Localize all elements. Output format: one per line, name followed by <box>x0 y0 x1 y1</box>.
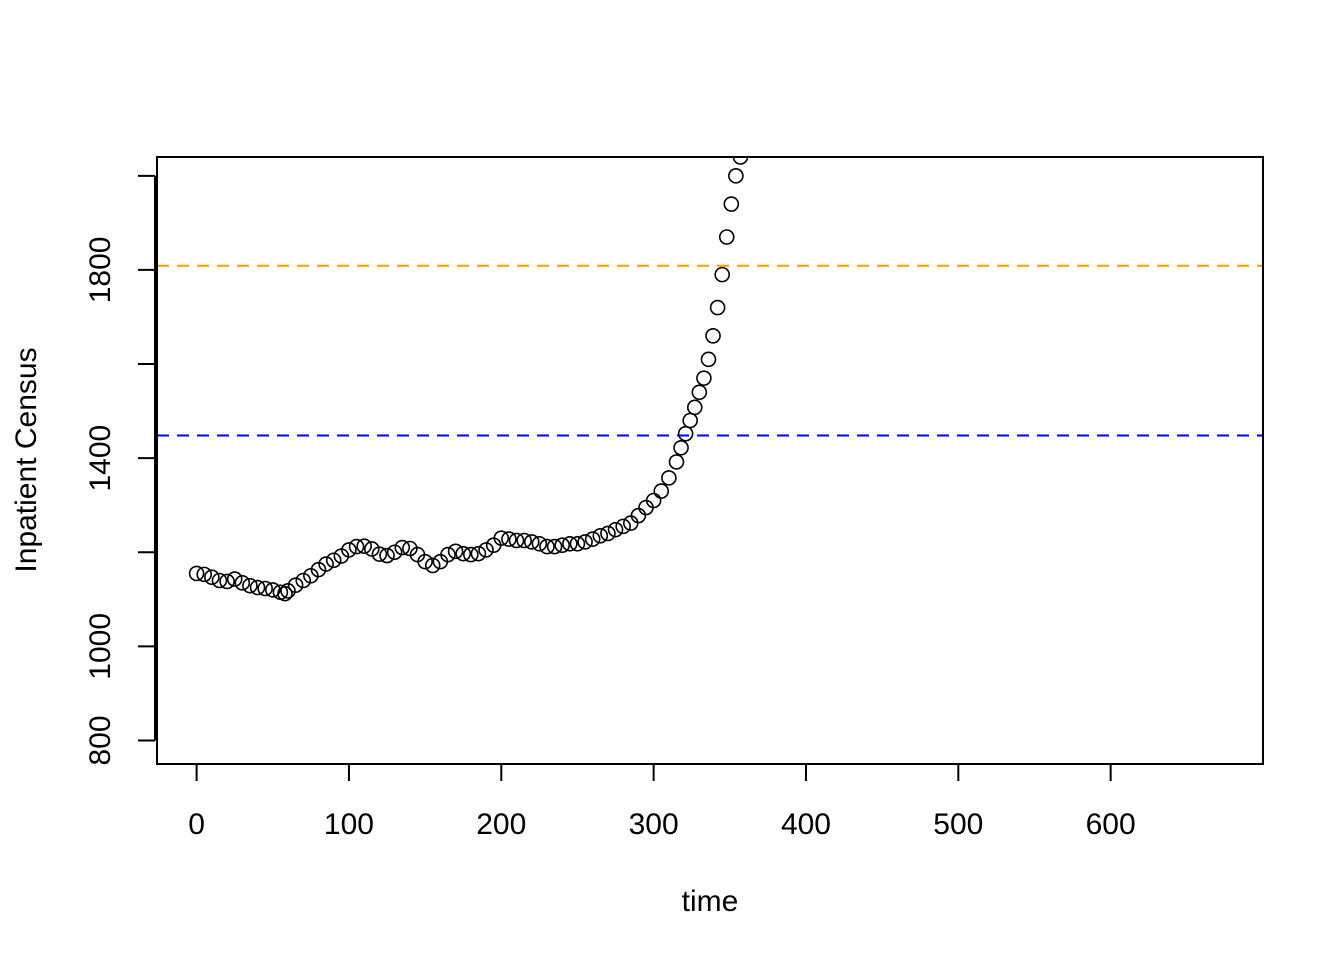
data-points <box>188 157 749 602</box>
data-point <box>501 531 517 547</box>
data-point <box>249 579 266 596</box>
x-tick-label: 100 <box>324 808 374 841</box>
data-point <box>645 492 662 509</box>
data-point <box>295 572 312 589</box>
data-point <box>493 530 510 546</box>
data-point <box>732 157 749 165</box>
data-point <box>562 535 578 552</box>
data-point <box>607 521 624 538</box>
y-axis-title: Inpatient Census <box>10 347 43 572</box>
data-point <box>424 557 441 574</box>
data-point <box>718 229 735 245</box>
data-point <box>516 532 532 549</box>
data-point <box>455 545 472 562</box>
data-point <box>653 483 670 499</box>
data-point <box>211 572 228 589</box>
data-point <box>226 571 243 587</box>
data-point <box>577 534 593 550</box>
data-point <box>668 454 685 470</box>
data-point <box>325 552 342 569</box>
data-point <box>686 399 703 416</box>
x-tick-label: 600 <box>1086 808 1136 841</box>
data-point <box>257 580 273 597</box>
data-point <box>318 556 334 572</box>
data-point <box>714 266 730 283</box>
y-axis: 800 1000 1400 1800 <box>84 174 156 766</box>
data-point <box>394 539 411 556</box>
data-point <box>600 525 616 542</box>
data-point <box>379 547 395 564</box>
data-point <box>478 542 494 558</box>
y-tick-label: 1000 <box>84 613 117 680</box>
data-point <box>728 168 744 184</box>
data-point <box>470 545 487 562</box>
reference-lines <box>157 264 1263 437</box>
data-point <box>569 535 586 552</box>
data-point <box>188 565 205 582</box>
data-point <box>356 538 372 554</box>
x-tick-label: 500 <box>933 808 983 841</box>
data-point <box>219 573 235 590</box>
data-point <box>546 538 563 555</box>
x-axis-title: time <box>682 885 739 918</box>
data-point <box>531 535 548 552</box>
x-tick-label: 400 <box>781 808 831 841</box>
data-point <box>234 575 251 591</box>
data-point <box>615 518 631 535</box>
x-tick-label: 200 <box>476 808 526 841</box>
data-point <box>523 534 540 550</box>
data-point <box>364 541 380 557</box>
data-point <box>242 577 258 594</box>
data-point <box>196 566 213 583</box>
data-point <box>371 546 388 562</box>
y-tick-label: 1800 <box>84 237 117 304</box>
data-point <box>673 439 689 456</box>
x-tick-label: 300 <box>629 808 679 841</box>
data-point <box>463 546 479 563</box>
data-point <box>677 425 694 442</box>
data-point <box>508 532 525 549</box>
x-axis: 0 100 200 300 400 500 600 <box>188 763 1136 841</box>
data-point <box>204 569 220 585</box>
data-point <box>696 370 712 386</box>
data-point <box>440 546 456 563</box>
data-point <box>447 543 464 560</box>
plot-frame <box>156 156 1264 765</box>
data-point <box>630 507 647 524</box>
data-point <box>709 299 726 316</box>
y-tick-label: 800 <box>84 715 117 765</box>
data-point <box>341 542 357 558</box>
data-point <box>417 553 433 570</box>
data-point <box>700 351 717 368</box>
data-point <box>661 470 677 486</box>
data-point <box>539 538 555 555</box>
data-point <box>691 384 708 401</box>
data-point <box>287 577 304 593</box>
y-tick-label: 1400 <box>84 425 117 492</box>
x-tick-label: 0 <box>188 808 205 841</box>
data-point <box>682 412 698 429</box>
data-point <box>584 531 601 547</box>
data-point <box>277 585 293 602</box>
data-point <box>348 538 365 555</box>
data-point <box>723 196 740 212</box>
data-point <box>592 527 609 544</box>
data-point <box>705 328 721 344</box>
data-point <box>554 537 571 553</box>
data-point <box>386 544 403 561</box>
